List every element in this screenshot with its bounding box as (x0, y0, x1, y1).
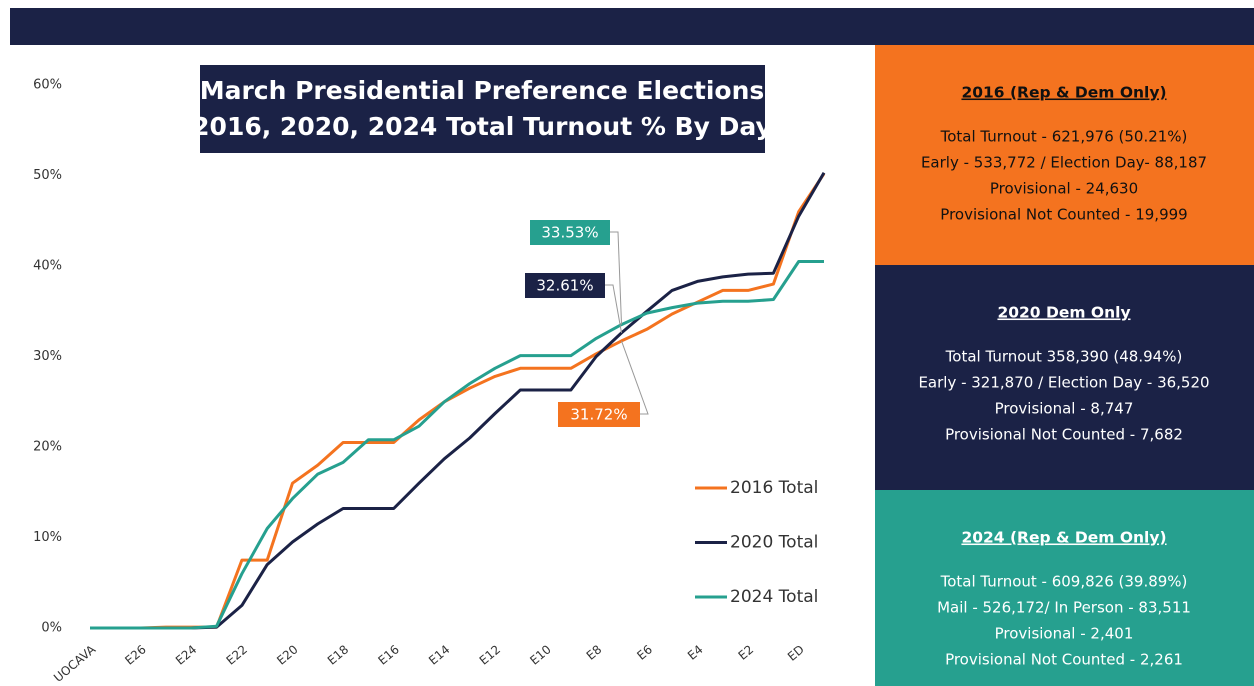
panel-2016 (875, 45, 1254, 265)
x-tick-label: UOCAVA (51, 642, 99, 685)
data-label-box (558, 402, 640, 427)
panel-title: 2016 (Rep & Dem Only) (961, 84, 1166, 102)
y-tick-label: 50% (33, 168, 62, 183)
chart-title: March Presidential Preference Elections (200, 76, 765, 105)
panel-title: 2024 (Rep & Dem Only) (961, 529, 1166, 547)
x-tick-label: E12 (477, 642, 504, 667)
panel-line: Early - 533,772 / Election Day- 88,187 (921, 154, 1207, 172)
panel-line: Provisional Not Counted - 19,999 (940, 206, 1187, 224)
panel-line: Total Turnout 358,390 (48.94%) (945, 348, 1183, 366)
panel-line: Provisional - 2,401 (995, 625, 1134, 643)
y-tick-label: 40% (33, 259, 62, 274)
legend-label: 2020 Total (730, 533, 818, 553)
chart-title: 2016, 2020, 2024 Total Turnout % By Day (192, 112, 772, 141)
top-bar (10, 8, 1254, 45)
panel-line: Mail - 526,172/ In Person - 83,511 (937, 599, 1191, 617)
y-tick-label: 60% (33, 78, 62, 93)
panel-2024 (875, 490, 1254, 686)
x-tick-label: E14 (426, 642, 453, 667)
y-tick-label: 30% (33, 349, 62, 364)
panel-line: Total Turnout - 609,826 (39.89%) (940, 573, 1188, 591)
legend-label: 2024 Total (730, 587, 818, 607)
x-tick-label: E26 (122, 642, 149, 667)
leader-line (610, 231, 623, 325)
x-tick-label: E8 (584, 642, 605, 663)
series-line (90, 172, 826, 630)
x-tick-label: E4 (685, 642, 706, 663)
leader-line (621, 340, 649, 415)
x-tick-label: E24 (173, 642, 200, 667)
data-label: 31.72% (570, 406, 627, 424)
series-line (90, 260, 824, 630)
x-tick-label: E16 (375, 642, 402, 667)
legend-label: 2016 Total (730, 478, 818, 498)
data-label-box (530, 220, 610, 245)
panel-line: Total Turnout - 621,976 (50.21%) (940, 128, 1188, 146)
panel-line: Provisional - 8,747 (995, 400, 1134, 418)
x-tick-label: ED (785, 642, 807, 664)
leader-line (605, 284, 623, 333)
x-tick-label: E22 (224, 642, 251, 667)
y-tick-label: 10% (33, 530, 62, 545)
y-tick-label: 0% (41, 621, 62, 636)
series-line (90, 172, 826, 630)
title-box (200, 65, 765, 153)
x-tick-label: E6 (634, 642, 655, 663)
data-label: 32.61% (536, 277, 593, 295)
data-label: 33.53% (541, 224, 598, 242)
data-label-box (525, 273, 605, 298)
x-tick-label: E10 (527, 642, 554, 667)
x-tick-label: E18 (325, 642, 352, 667)
y-tick-label: 20% (33, 440, 62, 455)
panel-line: Provisional Not Counted - 2,261 (945, 651, 1183, 669)
panel-line: Provisional - 24,630 (990, 180, 1138, 198)
panel-2020 (875, 265, 1254, 490)
panel-line: Provisional Not Counted - 7,682 (945, 426, 1183, 444)
panel-line: Early - 321,870 / Election Day - 36,520 (918, 374, 1209, 392)
x-tick-label: E2 (736, 642, 757, 663)
x-tick-label: E20 (274, 642, 301, 667)
panel-title: 2020 Dem Only (997, 304, 1130, 322)
